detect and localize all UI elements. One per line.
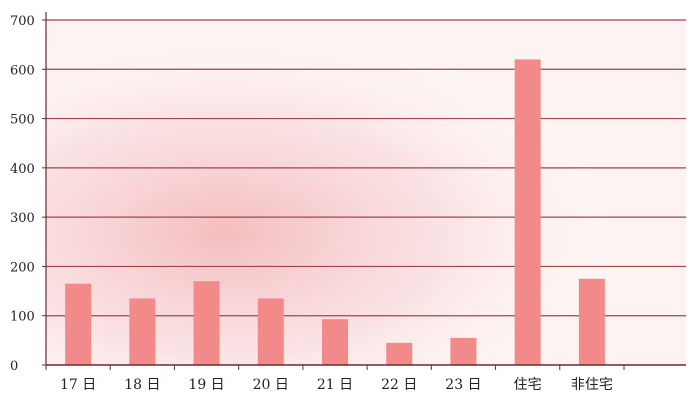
x-tick-label: 住宅 bbox=[514, 377, 542, 393]
x-tick-labels: 17 日 18 日 19 日 20 日 21 日 22 日 23 日 住宅 非住宅 bbox=[60, 377, 613, 393]
y-tick-label: 200 bbox=[10, 260, 35, 275]
y-tick-label: 300 bbox=[10, 211, 35, 226]
y-tick-labels: 0 100 200 300 400 500 600 700 bbox=[10, 14, 35, 374]
y-tick-label: 400 bbox=[10, 162, 35, 177]
x-tick-label: 非住宅 bbox=[571, 377, 613, 393]
bar-6 bbox=[450, 337, 477, 365]
y-tick-label: 500 bbox=[10, 113, 35, 128]
bar-0 bbox=[65, 283, 92, 365]
bar-4 bbox=[322, 319, 348, 365]
bar-3 bbox=[257, 298, 284, 365]
y-tick-label: 100 bbox=[10, 310, 35, 325]
bar-1 bbox=[129, 298, 156, 365]
x-tick-label: 20 日 bbox=[253, 377, 289, 393]
y-tick-label: 600 bbox=[10, 63, 35, 78]
bar-8 bbox=[578, 278, 605, 365]
y-tick-label: 700 bbox=[10, 14, 35, 29]
bar-5 bbox=[386, 342, 413, 365]
x-tick-label: 21 日 bbox=[317, 377, 353, 393]
x-tick-label: 19 日 bbox=[188, 377, 224, 393]
x-tick-label: 17 日 bbox=[60, 377, 96, 393]
x-tick-label: 18 日 bbox=[124, 377, 160, 393]
bars bbox=[65, 59, 605, 366]
bar-7 bbox=[514, 59, 541, 366]
y-tick-label: 0 bbox=[10, 359, 18, 374]
bar-2 bbox=[193, 281, 220, 365]
x-tick-label: 23 日 bbox=[445, 377, 481, 393]
axes bbox=[42, 12, 686, 370]
x-tick-label: 22 日 bbox=[381, 377, 417, 393]
